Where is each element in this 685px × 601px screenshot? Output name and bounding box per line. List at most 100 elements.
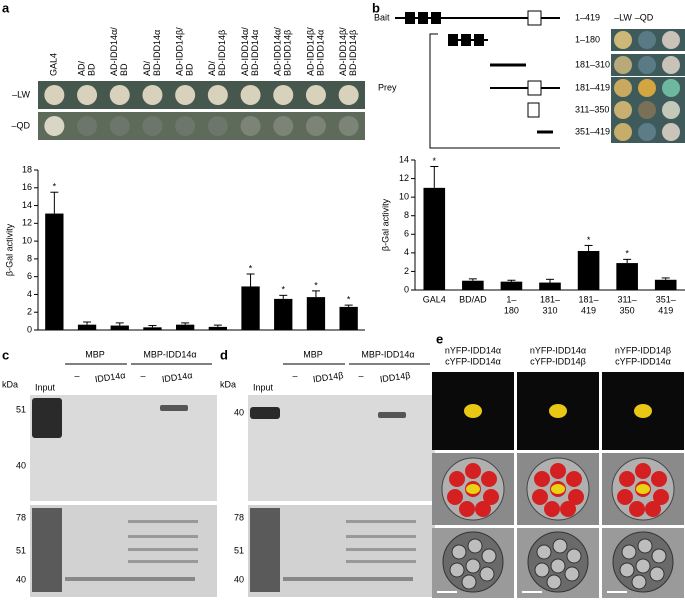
- panel-label: b: [372, 0, 380, 15]
- colony: [638, 31, 656, 49]
- column-header: cYFP-IDD14β: [530, 356, 586, 366]
- range-label: 1–180: [575, 34, 600, 44]
- bar: [306, 297, 326, 330]
- marker-label: 40: [16, 460, 26, 470]
- colony: [77, 116, 98, 136]
- bar: [577, 251, 600, 290]
- chloroplast: [645, 501, 661, 517]
- row-label: –LW: [12, 89, 30, 99]
- column-header: cYFP-IDD14α: [445, 356, 501, 366]
- chloroplast: [465, 558, 481, 574]
- error-bar: [430, 166, 439, 188]
- band: [128, 535, 198, 538]
- chloroplast: [481, 471, 497, 487]
- y-tick-label: 8: [27, 253, 32, 263]
- chloroplast: [649, 566, 665, 582]
- colony: [638, 56, 656, 74]
- chloroplast: [653, 489, 669, 505]
- domain: [405, 12, 415, 24]
- y-tick-label: 2: [404, 266, 409, 276]
- chloroplast: [465, 463, 481, 479]
- x-tick-label: 181–: [540, 294, 560, 304]
- error-bar: [623, 258, 632, 264]
- error-bar: [507, 279, 516, 282]
- error-bar: [50, 191, 59, 214]
- error-bar: [148, 325, 157, 328]
- input-ladder: [250, 508, 280, 592]
- range-label: 1–419: [575, 12, 600, 22]
- colony: [109, 116, 130, 136]
- domain: [448, 34, 458, 46]
- chloroplast: [534, 471, 550, 487]
- chloroplast: [619, 471, 635, 487]
- lane-label: Input: [253, 382, 274, 392]
- bar: [208, 326, 228, 330]
- y-tick-label: 18: [22, 164, 32, 174]
- column-header: BD: [185, 63, 195, 76]
- colony: [662, 101, 680, 119]
- column-header: BD-IDD14α: [250, 30, 260, 76]
- range-label: 311–350: [575, 104, 609, 114]
- error-bar: [311, 290, 320, 298]
- band: [346, 535, 416, 538]
- colony: [142, 116, 163, 136]
- chloroplast: [566, 471, 582, 487]
- chloroplast: [651, 471, 667, 487]
- y-tick-label: 10: [22, 235, 32, 245]
- x-tick-label: 181–: [579, 294, 599, 304]
- x-tick-label: 419: [658, 305, 673, 315]
- yfp-signal: [549, 404, 567, 418]
- prey-label: Prey: [378, 82, 397, 92]
- unit-label: kDa: [2, 379, 18, 389]
- group-label: MBP-IDD14α: [361, 349, 414, 359]
- x-tick-label: 311–: [617, 294, 636, 304]
- input-band: [250, 407, 280, 419]
- domain-box: [527, 102, 540, 118]
- bar: [500, 281, 523, 290]
- column-header: GAL4: [49, 53, 59, 76]
- colony: [638, 101, 656, 119]
- bait-label: Bait: [374, 12, 390, 22]
- band: [346, 560, 416, 563]
- chloroplast: [546, 574, 562, 590]
- y-tick-label: 0: [404, 284, 409, 294]
- yfp-signal: [466, 484, 480, 494]
- y-tick-label: 4: [404, 247, 409, 257]
- lane-label: –: [358, 370, 363, 380]
- chloroplast: [532, 489, 548, 505]
- prey-bracket: [429, 33, 560, 149]
- significance-mark: *: [433, 156, 437, 166]
- significance-mark: *: [281, 285, 285, 295]
- yfp-signal: [464, 404, 482, 418]
- bar: [241, 286, 260, 330]
- chloroplast: [451, 544, 467, 560]
- bar: [462, 280, 484, 290]
- chloroplast: [544, 501, 560, 517]
- y-tick-label: 4: [27, 289, 32, 299]
- error-bar: [344, 304, 353, 307]
- column-header: nYFP-IDD14α: [530, 345, 586, 355]
- range-label: 351–419: [575, 126, 610, 136]
- chloroplast: [631, 574, 647, 590]
- yfp-signal: [636, 484, 650, 494]
- colony: [614, 101, 632, 119]
- chloroplast: [635, 558, 651, 574]
- chloroplast: [619, 562, 635, 578]
- marker-label: 40: [234, 407, 244, 417]
- colony: [614, 31, 632, 49]
- colony: [207, 116, 228, 136]
- colony: [273, 85, 294, 105]
- colony: [638, 79, 656, 97]
- y-tick-label: 2: [27, 307, 32, 317]
- colony: [109, 85, 130, 105]
- colony: [662, 31, 680, 49]
- chloroplast: [483, 489, 499, 505]
- y-tick-label: 8: [404, 210, 409, 220]
- y-tick-label: 16: [22, 182, 32, 192]
- lane-label: IDD14α: [161, 370, 193, 384]
- chloroplast: [475, 501, 491, 517]
- row-label: –QD: [11, 120, 30, 130]
- colony: [338, 85, 359, 105]
- group-label: MBP: [85, 349, 105, 359]
- column-header: nYFP-IDD14α: [445, 345, 501, 355]
